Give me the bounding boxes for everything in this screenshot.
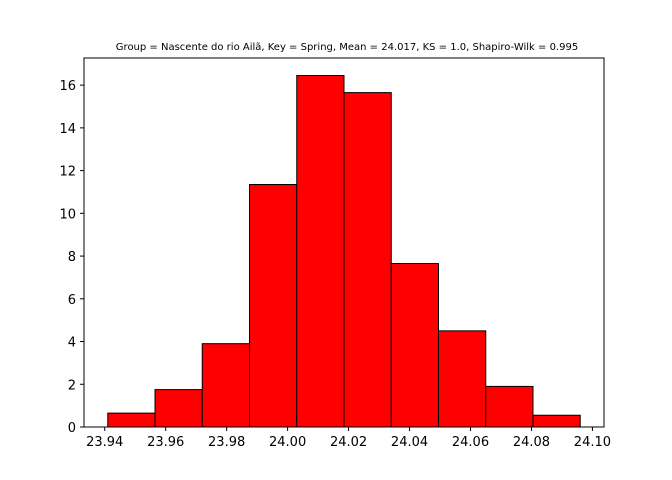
histogram-bar-8 — [485, 385, 534, 428]
x-tick-label-6: 24.06 — [452, 435, 489, 450]
x-tick-label-4: 24.02 — [330, 435, 367, 450]
histogram-bar-2 — [201, 343, 251, 428]
histogram-bar-7 — [437, 330, 487, 428]
x-tick-label-0: 23.94 — [86, 435, 123, 450]
y-tick-label-3: 6 — [68, 293, 76, 308]
y-tick-label-4: 8 — [68, 250, 76, 265]
x-tick-label-2: 23.98 — [208, 435, 245, 450]
y-axis: 0 2 4 6 8 10 12 14 16 — [59, 79, 84, 436]
histogram-bar-5 — [343, 92, 392, 428]
x-tick-label-7: 24.08 — [513, 435, 550, 450]
bars-group — [107, 75, 581, 428]
histogram-bar-1 — [154, 389, 203, 428]
x-tick-label-1: 23.96 — [147, 435, 184, 450]
histogram-bar-3 — [249, 183, 298, 428]
y-tick-label-5: 10 — [59, 207, 76, 222]
x-tick-label-5: 24.04 — [391, 435, 428, 450]
y-tick-label-7: 14 — [59, 122, 76, 137]
x-axis: 23.94 23.96 23.98 24.00 24.02 24.04 24.06 24.08… — [86, 427, 611, 450]
x-tick-label-8: 24.10 — [574, 435, 611, 450]
y-tick-label-6: 12 — [59, 165, 76, 180]
y-tick-label-8: 16 — [59, 79, 76, 94]
histogram-bar-4 — [296, 75, 345, 428]
y-tick-label-2: 4 — [68, 336, 76, 351]
y-tick-label-1: 2 — [68, 378, 76, 393]
histogram-bar-0 — [107, 412, 156, 428]
chart-title: Group = Nascente do rio Ailã, Key = Spri… — [116, 42, 578, 53]
histogram-bar-6 — [390, 263, 439, 428]
x-tick-label-3: 24.00 — [269, 435, 306, 450]
y-tick-label-0: 0 — [68, 421, 76, 436]
plot-frame — [83, 57, 605, 428]
histogram-bar-9 — [532, 414, 581, 428]
